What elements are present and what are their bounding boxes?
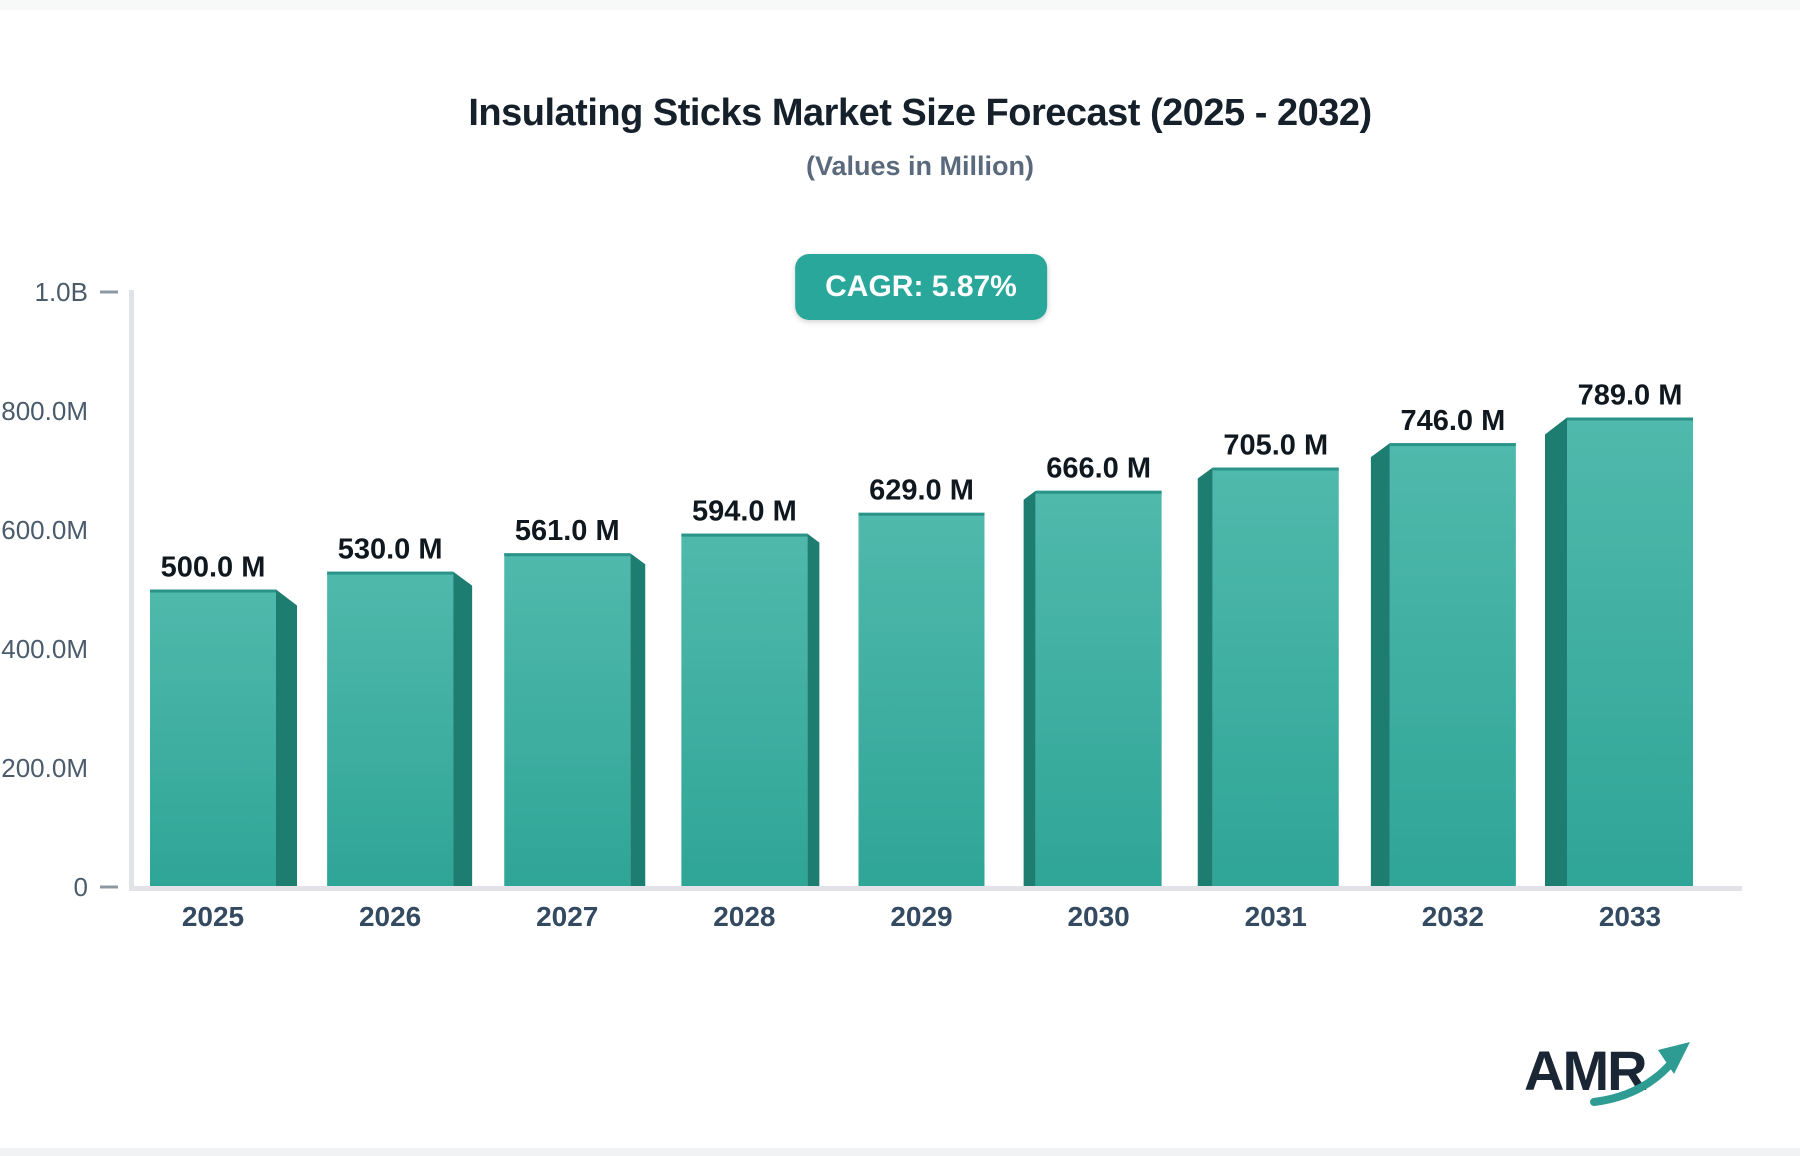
x-axis-label: 2030 bbox=[1067, 901, 1129, 932]
bar-front-face bbox=[1035, 490, 1162, 887]
y-axis-label: 800.0M bbox=[1, 396, 88, 426]
bar-2032: 746.0 M 2032 bbox=[1370, 405, 1516, 932]
top-strip bbox=[0, 0, 1800, 10]
y-axis-label: 600.0M bbox=[1, 515, 88, 545]
x-axis-label: 2029 bbox=[890, 901, 952, 932]
bar-side-face bbox=[1023, 490, 1036, 887]
bar-2026: 530.0 M 2026 bbox=[327, 534, 473, 932]
bar-front-face bbox=[1389, 443, 1516, 887]
x-axis-label: 2033 bbox=[1599, 901, 1661, 932]
y-axis-label: 0 bbox=[74, 872, 88, 902]
bar-side-face bbox=[807, 533, 820, 887]
bar-front-face bbox=[327, 571, 454, 887]
x-axis-label: 2026 bbox=[359, 901, 421, 932]
bar-side-face bbox=[630, 553, 646, 887]
x-axis-label: 2031 bbox=[1245, 901, 1307, 932]
bar-side-face bbox=[1370, 443, 1390, 887]
x-axis-label: 2027 bbox=[536, 901, 598, 932]
bar-value-label: 594.0 M bbox=[692, 496, 797, 528]
bar-side-face bbox=[1545, 417, 1567, 887]
x-axis-label: 2028 bbox=[713, 901, 775, 932]
bar-front-face bbox=[1567, 417, 1693, 887]
bar-2029: 629.0 M 2029 bbox=[858, 475, 985, 932]
amr-logo: AMR bbox=[1524, 1039, 1690, 1106]
bar-front-face bbox=[681, 533, 808, 887]
bar-front-face bbox=[1212, 467, 1339, 887]
y-axis-label: 400.0M bbox=[1, 634, 88, 664]
x-axis-label: 2025 bbox=[182, 901, 244, 932]
y-axis-label: 200.0M bbox=[1, 753, 88, 783]
bar-2033: 789.0 M 2033 bbox=[1545, 380, 1693, 932]
bar-2027: 561.0 M 2027 bbox=[504, 515, 646, 932]
bar-front-face bbox=[858, 512, 985, 887]
bar-value-label: 629.0 M bbox=[869, 475, 974, 507]
bar-2025: 500.0 M 2025 bbox=[150, 552, 297, 932]
bar-2031: 705.0 M 2031 bbox=[1197, 430, 1339, 932]
bar-side-face bbox=[1197, 467, 1213, 887]
bar-value-label: 789.0 M bbox=[1578, 380, 1683, 412]
bar-value-label: 746.0 M bbox=[1400, 405, 1505, 437]
y-axis-label: 1.0B bbox=[35, 277, 89, 307]
logo-arrow-head-icon bbox=[1658, 1042, 1690, 1074]
bar-value-label: 561.0 M bbox=[515, 515, 620, 547]
bar-2030: 666.0 M 2030 bbox=[1023, 453, 1162, 932]
bar-front-face bbox=[504, 553, 631, 887]
x-axis-label: 2032 bbox=[1422, 901, 1484, 932]
cagr-badge: CAGR: 5.87% bbox=[795, 254, 1047, 320]
bar-side-face bbox=[453, 571, 473, 887]
bottom-strip bbox=[0, 1148, 1800, 1156]
bar-2028: 594.0 M 2028 bbox=[681, 496, 820, 932]
bar-side-face bbox=[276, 589, 297, 887]
bar-value-label: 666.0 M bbox=[1046, 453, 1151, 485]
bar-value-label: 530.0 M bbox=[338, 534, 443, 566]
bar-value-label: 705.0 M bbox=[1223, 430, 1328, 462]
bar-value-label: 500.0 M bbox=[161, 552, 266, 584]
logo-arrow-swoosh-icon bbox=[1590, 1056, 1678, 1106]
bar-front-face bbox=[150, 589, 276, 887]
